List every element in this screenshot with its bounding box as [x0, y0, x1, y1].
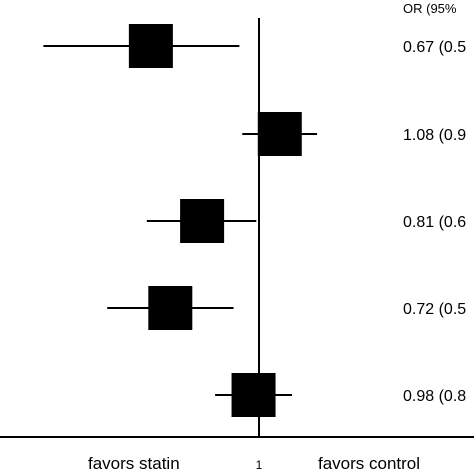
forest-plot-marks: 0.67 (0.5 1.08 (0.9 0.81 (0.6 0.72 (0.5 0.98…: [43, 24, 466, 417]
favors-statin-label: favors statin: [88, 454, 180, 473]
estimate-marker-3: [180, 199, 225, 243]
estimate-marker-4: [148, 286, 193, 330]
x-tick-label: 1: [256, 458, 263, 472]
header-label: OR (95%: [403, 1, 457, 16]
estimate-marker-2: [257, 112, 302, 156]
estimate-label-5: 0.98 (0.8: [403, 388, 466, 405]
estimate-label-2: 1.08 (0.9: [403, 127, 466, 144]
estimate-label-1: 0.67 (0.5: [403, 39, 466, 56]
favors-control-label: favors control: [318, 454, 420, 473]
estimate-label-4: 0.72 (0.5: [403, 301, 466, 318]
estimate-marker-1: [128, 24, 173, 68]
estimate-label-3: 0.81 (0.6: [403, 214, 466, 231]
estimate-marker-5: [231, 373, 276, 417]
